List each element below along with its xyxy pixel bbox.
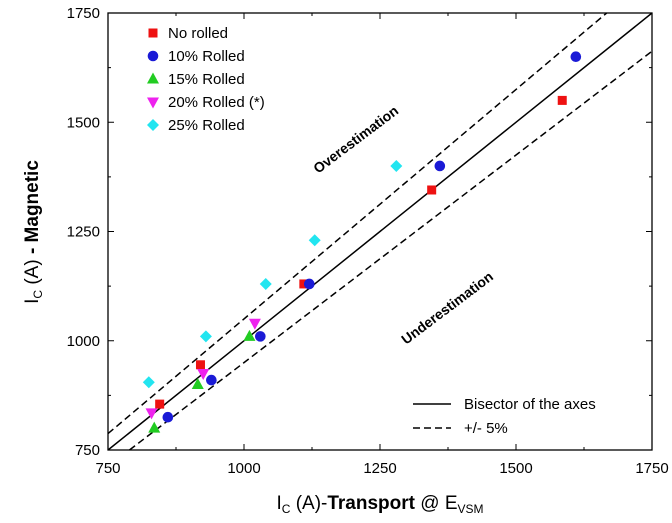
x-tick-label: 1500 <box>499 460 532 477</box>
legend-lines: Bisector of the axes +/- 5% <box>413 396 596 437</box>
data-point-circle <box>206 374 217 386</box>
legend-label: No rolled <box>168 25 228 42</box>
x-tick-label: 1000 <box>227 460 260 477</box>
data-point-square <box>195 360 205 370</box>
reference-lines <box>107 12 653 451</box>
legend-marker-diamond <box>147 119 159 131</box>
data-point-circle <box>162 411 174 423</box>
x-tick-label: 1250 <box>363 460 396 477</box>
data-point-circle <box>303 278 315 290</box>
legend-label: 15% Rolled <box>168 71 245 88</box>
data-points <box>142 51 582 433</box>
y-tick-label: 750 <box>75 442 100 459</box>
data-point-triangle-up <box>191 377 204 389</box>
data-point-triangle-down <box>197 369 210 381</box>
annotation-overestimation: Overestimation <box>310 102 401 176</box>
data-point-circle <box>255 331 266 342</box>
data-point-circle <box>570 51 582 62</box>
data-point-triangle-down <box>248 318 261 330</box>
data-point-square <box>427 185 437 195</box>
x-tick-label: 750 <box>95 460 120 477</box>
data-point-diamond <box>390 159 403 172</box>
legend-label-five-percent: +/- 5% <box>464 420 508 437</box>
legend-marker-square <box>148 28 158 38</box>
legend-marker-circle <box>147 50 159 62</box>
y-tick-label: 1500 <box>67 114 100 131</box>
y-tick-label: 1000 <box>67 333 100 350</box>
upper-five-percent-line <box>107 12 608 435</box>
data-point-diamond <box>142 376 155 389</box>
data-point-triangle-down <box>145 408 158 420</box>
y-axis-label: IC (A) - Magnetic <box>22 160 45 304</box>
legend-marker-triangle-down <box>147 97 159 109</box>
data-point-square <box>557 95 567 105</box>
data-point-circle <box>434 160 446 172</box>
y-tick-label: 1250 <box>67 224 100 241</box>
bisector-line <box>107 12 653 451</box>
data-point-diamond <box>199 330 212 343</box>
data-point-triangle-up <box>243 329 256 341</box>
annotation-underestimation: Underestimation <box>398 268 496 347</box>
x-axis-label: IC (A)-Transport @ EVSM <box>276 493 483 516</box>
data-point-diamond <box>308 234 321 247</box>
legend-marker-triangle-up <box>147 72 159 84</box>
x-tick-label: 1750 <box>635 460 668 477</box>
data-point-square <box>155 399 165 409</box>
legend-label-bisector: Bisector of the axes <box>464 396 596 413</box>
axis-ticks: 750 1000 1250 1500 1750 750 1000 1250 1500 1750 <box>67 5 669 477</box>
data-point-diamond <box>259 277 272 290</box>
legend-label: 10% Rolled <box>168 48 245 65</box>
data-point-square <box>299 279 309 289</box>
legend-label: 20% Rolled (*) <box>168 94 265 111</box>
y-tick-label: 1750 <box>67 5 100 22</box>
legend-label: 25% Rolled <box>168 117 245 134</box>
data-point-triangle-up <box>148 421 161 433</box>
legend-series: No rolled 10% Rolled 15% Rolled 20% Rolled … <box>147 25 265 134</box>
